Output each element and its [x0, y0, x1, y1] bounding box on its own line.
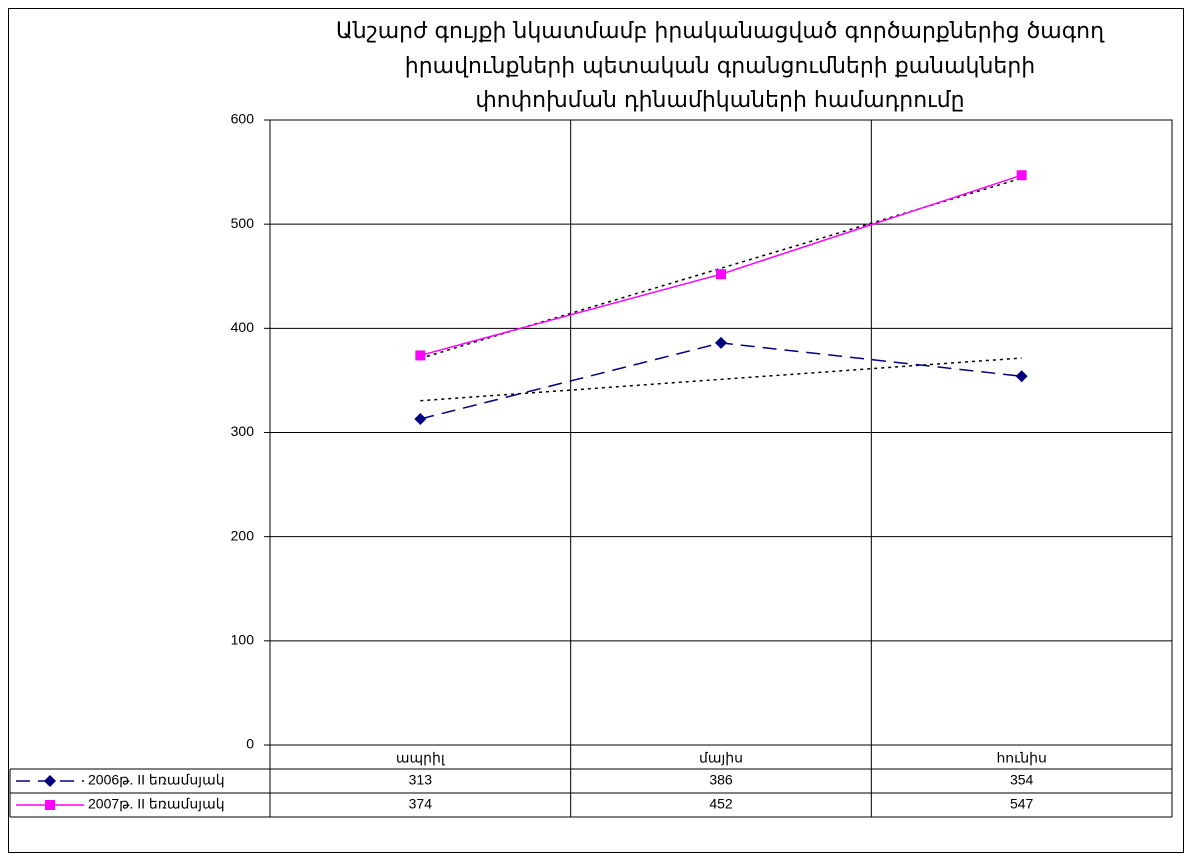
data-table-value: 547: [1010, 796, 1034, 812]
legend-label: 2006թ. II եռամսյակ: [88, 772, 225, 788]
legend-label: 2007թ. II եռամսյակ: [88, 796, 225, 812]
x-tick-label: մայիս: [699, 750, 743, 766]
legend-marker: [45, 800, 55, 810]
legend-marker: [44, 775, 56, 787]
marker: [1015, 370, 1028, 383]
x-tick-label: հունիս: [996, 750, 1046, 766]
trendline: [420, 357, 1022, 402]
marker: [715, 336, 727, 349]
marker: [1016, 170, 1027, 181]
marker: [415, 350, 426, 361]
marker: [716, 269, 726, 280]
y-tick-label: 400: [231, 319, 255, 335]
y-tick-label: 500: [231, 215, 255, 231]
y-tick-label: 300: [231, 423, 255, 439]
y-tick-label: 200: [231, 527, 255, 543]
y-tick-label: 600: [231, 111, 255, 127]
chart-title: Անշարժ գույքի նկատմամբ իրականացված գործա…: [336, 19, 1105, 44]
chart-title: իրավունքների պետական գրանցումների քանակն…: [405, 54, 1035, 79]
y-tick-label: 0: [246, 736, 254, 752]
chart-title: փոփոխման դինամիկաների համադրումը: [475, 88, 964, 113]
data-table-value: 354: [1010, 772, 1034, 788]
y-tick-label: 100: [231, 632, 255, 648]
data-table-value: 374: [409, 796, 433, 812]
data-table-value: 313: [409, 772, 433, 788]
data-table-value: 452: [709, 796, 733, 812]
marker: [414, 412, 427, 425]
data-table-value: 386: [709, 772, 733, 788]
x-tick-label: ապրիլ: [396, 750, 446, 766]
